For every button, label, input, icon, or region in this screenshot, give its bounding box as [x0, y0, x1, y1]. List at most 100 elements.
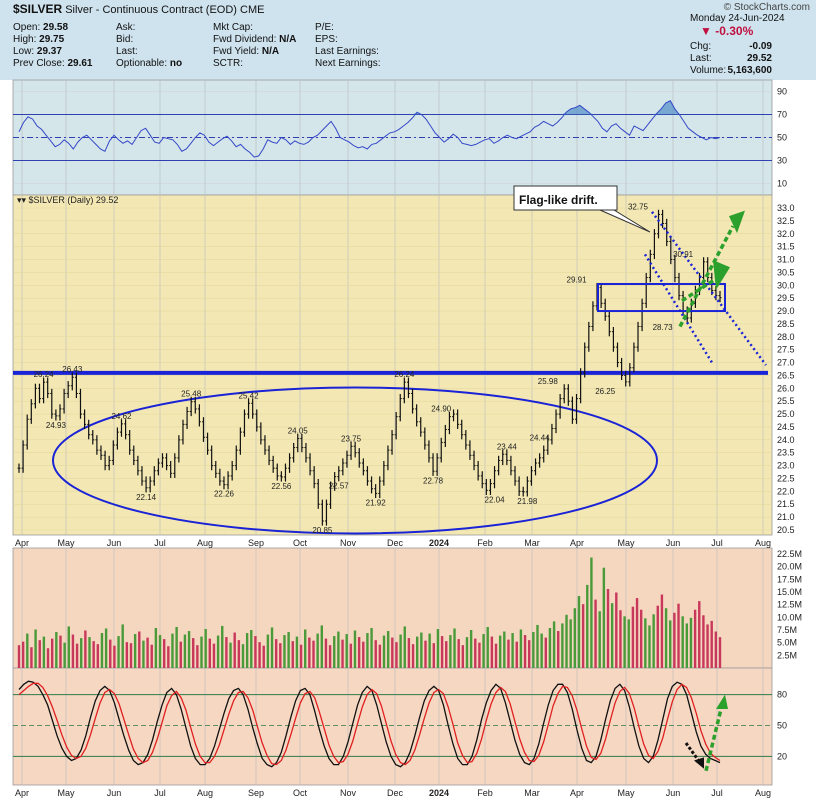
volume-bar [208, 638, 212, 668]
price-annotation: 21.98 [517, 497, 538, 506]
volume-bar [490, 636, 494, 668]
volume-bar [515, 641, 518, 668]
volume-bar [287, 632, 290, 668]
volume-bar [615, 592, 618, 668]
x-tick-label-top: Nov [340, 538, 357, 548]
rsi-y-tick: 50 [777, 133, 787, 143]
volume-bar [291, 641, 294, 668]
price-annotation: 24.93 [46, 421, 67, 430]
volume-bar [411, 644, 415, 668]
volume-bar [644, 618, 647, 668]
volume-bar [67, 626, 70, 668]
volume-bar [581, 604, 585, 668]
volume-bar [623, 616, 626, 668]
price-annotation: 26.24 [394, 370, 415, 379]
price-annotation: 22.14 [136, 493, 157, 502]
volume-bar [374, 640, 377, 668]
x-tick-label-top: Feb [477, 538, 493, 548]
volume-bar [573, 608, 577, 668]
price-title: ▾▾ $SILVER (Daily) 29.52 [17, 195, 118, 205]
quote-mid2-2: Fwd Yield: N/A [213, 46, 280, 57]
price-annotation: 22.26 [214, 490, 235, 499]
volume-bar [229, 642, 232, 668]
price-y-tick: 32.0 [777, 229, 795, 239]
volume-y-tick: 20.0M [777, 562, 802, 572]
price-y-tick: 26.5 [777, 370, 795, 380]
price-y-tick: 20.5 [777, 525, 795, 535]
quote-right-3: Next Earnings: [315, 58, 381, 69]
volume-bar [225, 637, 228, 668]
quote-mid-2: Last: [116, 46, 138, 57]
volume-bar [532, 632, 535, 668]
volume-bar [167, 646, 170, 668]
x-tick-label-top: Jun [107, 538, 122, 548]
volume-bar [204, 628, 207, 668]
volume-bar [266, 634, 270, 668]
volume-bar [270, 627, 274, 668]
rsi-y-tick: 90 [777, 87, 787, 97]
price-y-tick: 28.0 [777, 332, 795, 342]
volume-bar [594, 599, 597, 668]
quote-header: $SILVER Silver - Continuous Contract (EO… [0, 0, 816, 80]
quote-mid-3: Optionable: no [116, 58, 183, 69]
price-annotation: 22.04 [485, 495, 506, 504]
price-y-tick: 31.0 [777, 255, 795, 265]
volume-bar [283, 635, 286, 668]
stochastic-panel [12, 667, 773, 786]
volume-bar [100, 633, 104, 668]
breakout-arrow-2 [681, 276, 719, 303]
volume-bar [561, 623, 564, 668]
x-tick-label-top: Apr [15, 538, 29, 548]
volume-bar [341, 639, 344, 668]
volume-y-tick: 15.0M [777, 587, 802, 597]
quote-left-2: Low: 29.37 [13, 46, 62, 57]
volume-bar [507, 639, 510, 668]
volume-bar [399, 634, 402, 668]
volume-bar [370, 627, 373, 668]
volume-bar [366, 633, 369, 668]
volume-bar [34, 629, 37, 668]
x-tick-label-top: Dec [387, 538, 404, 548]
volume-bar [606, 588, 610, 668]
volume-bar [262, 645, 265, 668]
quote-mid-0: Ask: [116, 22, 136, 33]
x-tick-label-bottom: Sep [248, 788, 264, 798]
volume-bar [345, 634, 348, 668]
volume-bar [685, 623, 689, 668]
volume-y-tick: 12.5M [777, 600, 802, 610]
volume-bar [436, 628, 440, 668]
quote-far-0: Chg: -0.09 [690, 41, 772, 52]
x-tick-label-bottom: Jul [711, 788, 723, 798]
price-y-tick: 21.0 [777, 512, 795, 522]
quote-mid2-0: Mkt Cap: [213, 22, 254, 33]
volume-bar [221, 625, 224, 668]
volume-bar [129, 643, 133, 668]
quote-left-0: Open: 29.58 [13, 22, 69, 33]
volume-bar [602, 567, 606, 668]
volume-bar [673, 612, 676, 668]
price-y-tick: 31.5 [777, 242, 795, 252]
volume-bar [299, 644, 303, 668]
volume-bar [320, 625, 323, 668]
volume-bar [474, 638, 477, 668]
exchange: CME [240, 4, 265, 16]
volume-bar [432, 643, 435, 668]
flag-channel-lower [643, 253, 714, 364]
volume-bar [80, 638, 83, 668]
volume-y-tick: 7.5M [777, 625, 797, 635]
change-percent: ▼ -0.30% [700, 24, 754, 38]
volume-bar [237, 640, 241, 668]
volume-bar [133, 634, 137, 668]
volume-bar [104, 628, 108, 668]
volume-bar [50, 638, 54, 668]
symbol: $SILVER [13, 2, 63, 16]
volume-bar [424, 640, 427, 668]
volume-bar [26, 633, 29, 668]
price-annotation: 32.75 [628, 202, 649, 211]
volume-bar [187, 631, 191, 668]
stoch-k-line [18, 680, 721, 768]
x-tick-label-top: 2024 [429, 538, 449, 548]
volume-bar [440, 636, 444, 668]
volume-bar [635, 598, 639, 668]
volume-bar [146, 637, 149, 668]
